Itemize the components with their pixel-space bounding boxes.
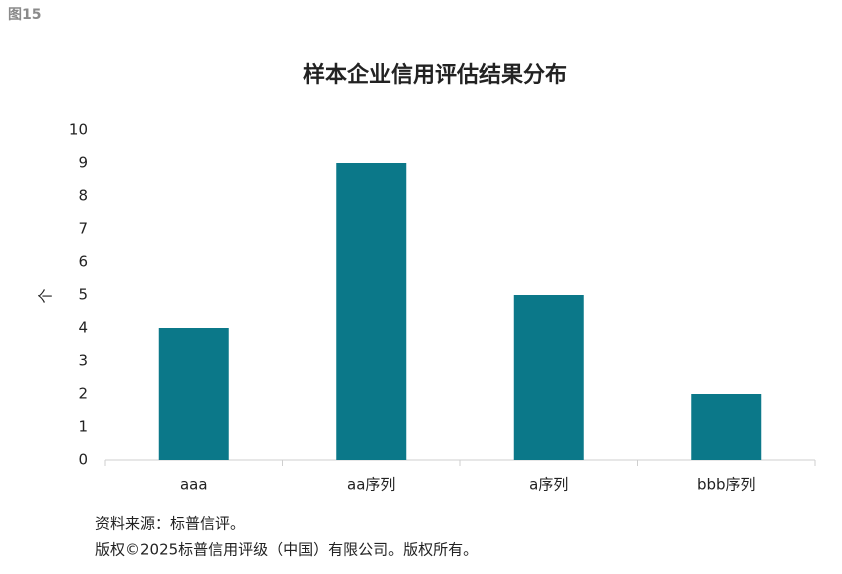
chart-title: 样本企业信用评估结果分布	[303, 62, 567, 88]
figure-label: 图15	[8, 7, 41, 23]
y-tick-label: 4	[78, 319, 88, 337]
y-tick-label: 5	[78, 286, 88, 304]
y-axis-label: 个	[37, 288, 55, 303]
y-tick-label: 10	[69, 121, 88, 139]
y-tick-label: 7	[78, 220, 88, 238]
y-tick-label: 1	[78, 418, 88, 436]
bar	[513, 295, 584, 460]
x-tick-label: aa序列	[347, 476, 395, 494]
copyright-note: 版权©2025标普信用评级（中国）有限公司。版权所有。	[95, 541, 478, 559]
bar	[336, 163, 407, 460]
bar	[158, 328, 229, 460]
y-tick-label: 2	[78, 385, 88, 403]
y-tick-label: 6	[78, 253, 88, 271]
y-tick-label: 3	[78, 352, 88, 370]
bar	[691, 394, 762, 460]
y-tick-label: 9	[78, 154, 88, 172]
y-tick-label: 0	[78, 451, 88, 469]
y-tick-label: 8	[78, 187, 88, 205]
x-tick-label: aaa	[180, 476, 208, 494]
x-tick-label: a序列	[529, 476, 568, 494]
source-note: 资料来源：标普信评。	[95, 515, 245, 533]
x-tick-label: bbb序列	[697, 476, 756, 494]
